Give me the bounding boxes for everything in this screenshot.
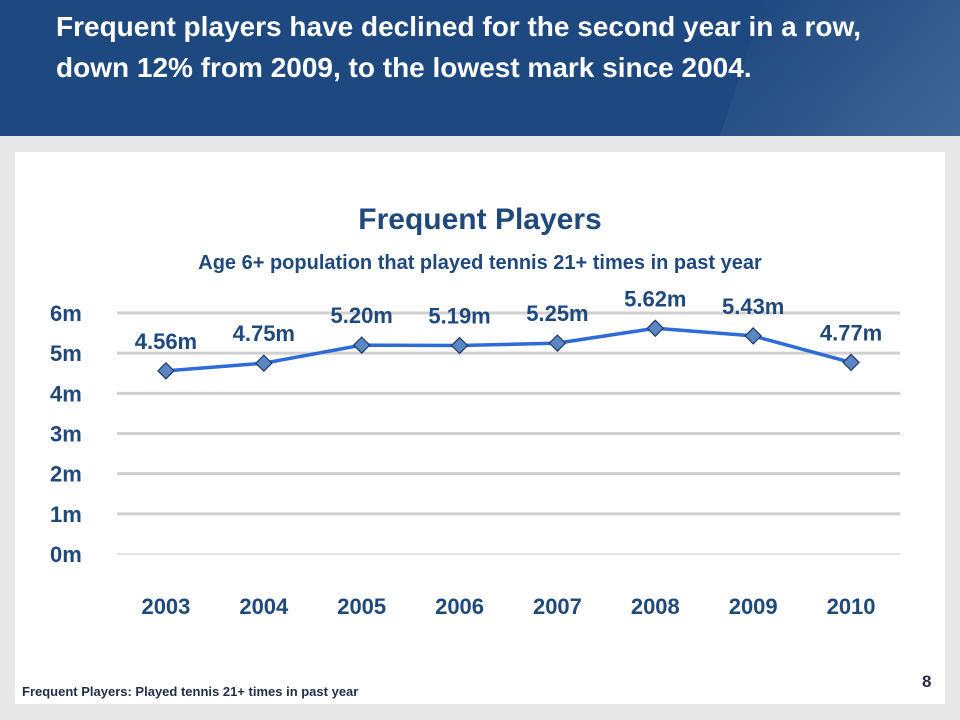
y-tick-label: 1m xyxy=(50,502,82,527)
data-point-marker xyxy=(842,353,860,372)
data-label: 5.20m xyxy=(330,303,392,328)
x-tick-label: 2006 xyxy=(435,594,484,619)
x-tick-label: 2003 xyxy=(141,594,190,619)
y-tick-label: 6m xyxy=(50,301,82,326)
data-point-marker xyxy=(646,319,665,338)
data-point-marker xyxy=(157,361,175,380)
frequent-players-chart: Frequent Players Age 6+ population that p… xyxy=(50,203,900,619)
series-line xyxy=(165,326,852,373)
data-label: 5.19m xyxy=(428,304,490,329)
data-point-marker xyxy=(254,354,273,373)
y-tick-label: 4m xyxy=(50,381,82,406)
x-tick-label: 2004 xyxy=(239,594,289,619)
x-tick-label: 2007 xyxy=(533,594,582,619)
slide-headline: Frequent players have declined for the s… xyxy=(56,11,861,83)
chart-panel: Frequent Players Age 6+ population that p… xyxy=(15,152,945,704)
x-tick-label: 2009 xyxy=(729,594,778,619)
data-label: 4.75m xyxy=(233,321,295,346)
data-label: 4.77m xyxy=(820,320,882,345)
data-label: 4.56m xyxy=(135,329,197,354)
x-tick-label: 2005 xyxy=(337,594,386,619)
data-point-marker xyxy=(450,336,469,355)
x-tick-label: 2008 xyxy=(631,594,680,619)
chart-title: Frequent Players xyxy=(358,203,601,236)
x-tick-label: 2010 xyxy=(827,594,876,619)
chart-subtitle: Age 6+ population that played tennis 21+… xyxy=(198,252,762,274)
y-tick-label: 2m xyxy=(50,462,82,487)
data-label: 5.25m xyxy=(526,301,588,326)
data-point-marker xyxy=(548,334,567,352)
slide-header: Frequent players have declined for the s… xyxy=(0,0,960,136)
data-label: 5.43m xyxy=(722,294,784,319)
y-tick-label: 3m xyxy=(50,422,82,447)
footnote: Frequent Players: Played tennis 21+ time… xyxy=(22,684,359,699)
data-point-marker xyxy=(744,327,763,345)
data-label: 5.62m xyxy=(624,286,686,311)
page-number: 8 xyxy=(922,672,932,691)
y-tick-label: 0m xyxy=(50,542,82,567)
y-tick-label: 5m xyxy=(50,341,82,366)
data-point-marker xyxy=(352,336,371,354)
